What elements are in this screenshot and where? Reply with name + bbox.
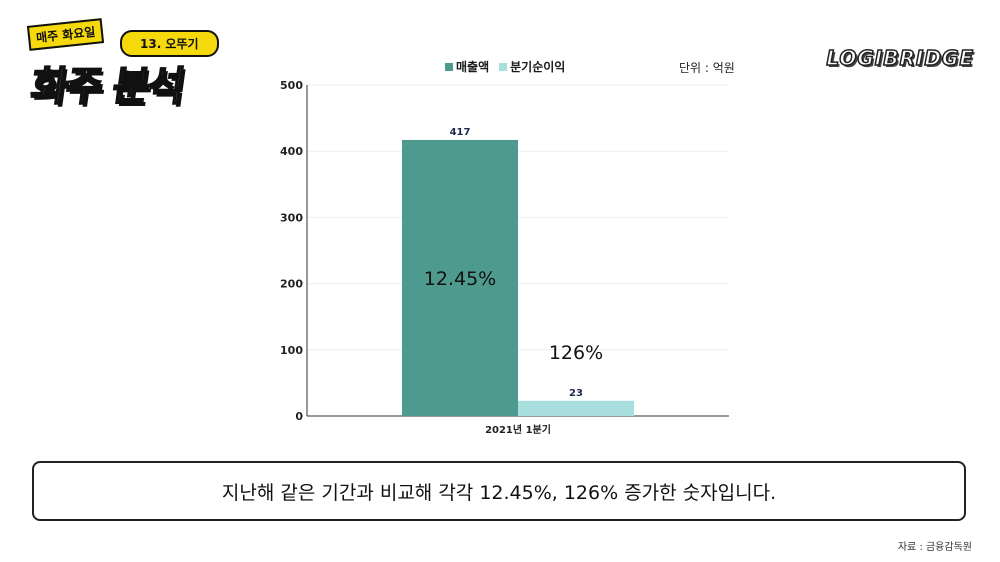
- legend-swatch-net-income: [499, 62, 508, 71]
- legend-label-net-income: 분기순이익: [510, 60, 566, 74]
- source-note: 자료 : 금융감독원: [897, 542, 972, 553]
- y-tick-label: 0: [295, 410, 303, 423]
- legend-label-revenue: 매출액: [456, 60, 490, 74]
- caption-text: 지난해 같은 기간과 비교해 각각 12.45%, 126% 증가한 숫자입니다…: [221, 481, 777, 504]
- logibridge-logo: LOGIBRIDGE: [826, 45, 974, 71]
- y-tick-label: 400: [280, 145, 303, 158]
- bar-revenue: [402, 139, 518, 417]
- y-tick-label: 100: [280, 344, 303, 357]
- growth-label-revenue: 12.45%: [424, 268, 496, 290]
- legend-item-revenue: 매출액: [445, 58, 489, 75]
- bar-chart: 0 100 200 300 400 500 417 12.45% 23 126% 2021년 1분기: [280, 79, 729, 436]
- legend-item-net-income: 분기순이익: [499, 58, 565, 75]
- x-tick-label: 2021년 1분기: [485, 423, 551, 436]
- data-label-revenue: 417: [450, 127, 471, 138]
- chart-legend: 매출액 분기순이익: [445, 58, 565, 75]
- y-tick-label: 500: [280, 79, 303, 92]
- series-branding: 매주 화요일 13. 오뚜기 화주 분석: [26, 18, 228, 111]
- caption-box: 지난해 같은 기간과 비교해 각각 12.45%, 126% 증가한 숫자입니다…: [32, 461, 966, 521]
- bar-net-income: [518, 400, 634, 416]
- y-tick-label: 200: [280, 278, 303, 291]
- episode-tag: 13. 오뚜기: [120, 30, 219, 57]
- growth-label-net-income: 126%: [549, 342, 603, 364]
- y-tick-label: 300: [280, 211, 303, 224]
- data-label-net-income: 23: [569, 388, 583, 399]
- legend-swatch-revenue: [445, 62, 453, 71]
- unit-label: 단위 : 억원: [679, 61, 735, 75]
